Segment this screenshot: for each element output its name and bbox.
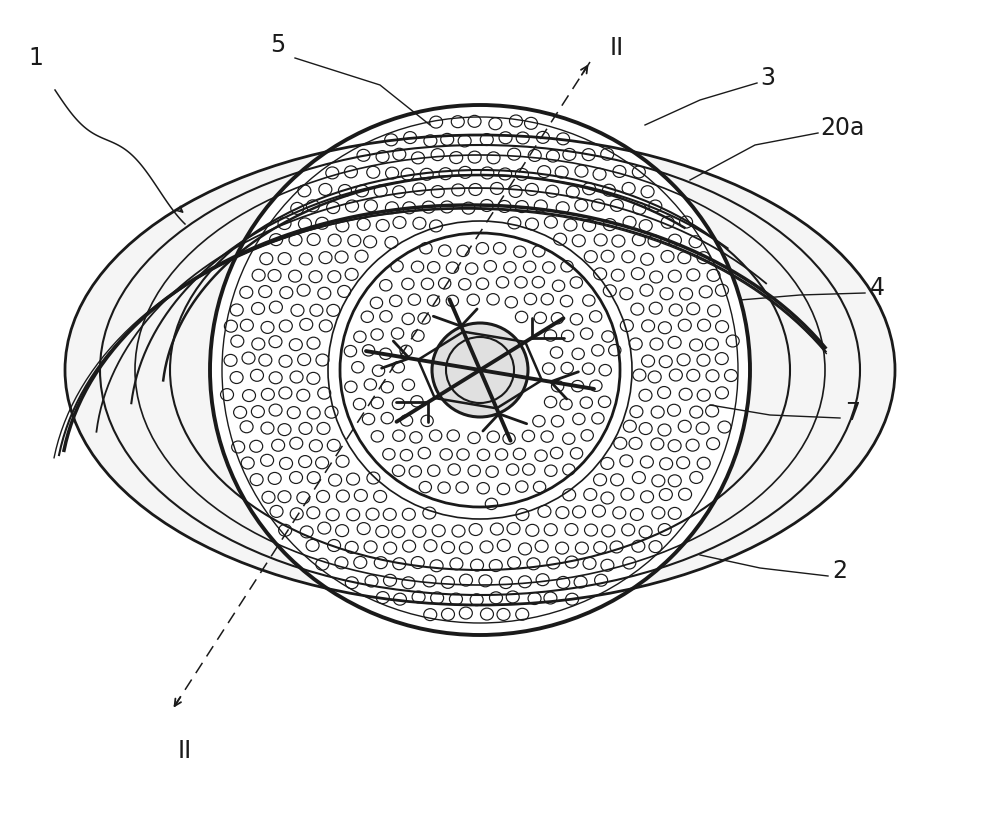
Text: 7: 7 bbox=[845, 401, 860, 425]
Text: 1: 1 bbox=[28, 46, 43, 70]
Ellipse shape bbox=[210, 105, 750, 635]
Text: 2: 2 bbox=[832, 559, 847, 583]
Text: 3: 3 bbox=[760, 66, 775, 90]
Text: 20a: 20a bbox=[820, 116, 864, 140]
Text: 5: 5 bbox=[270, 33, 285, 57]
Text: II: II bbox=[610, 36, 624, 60]
Text: 4: 4 bbox=[870, 276, 885, 300]
Ellipse shape bbox=[432, 323, 528, 417]
Ellipse shape bbox=[65, 135, 895, 605]
Text: II: II bbox=[178, 739, 192, 763]
